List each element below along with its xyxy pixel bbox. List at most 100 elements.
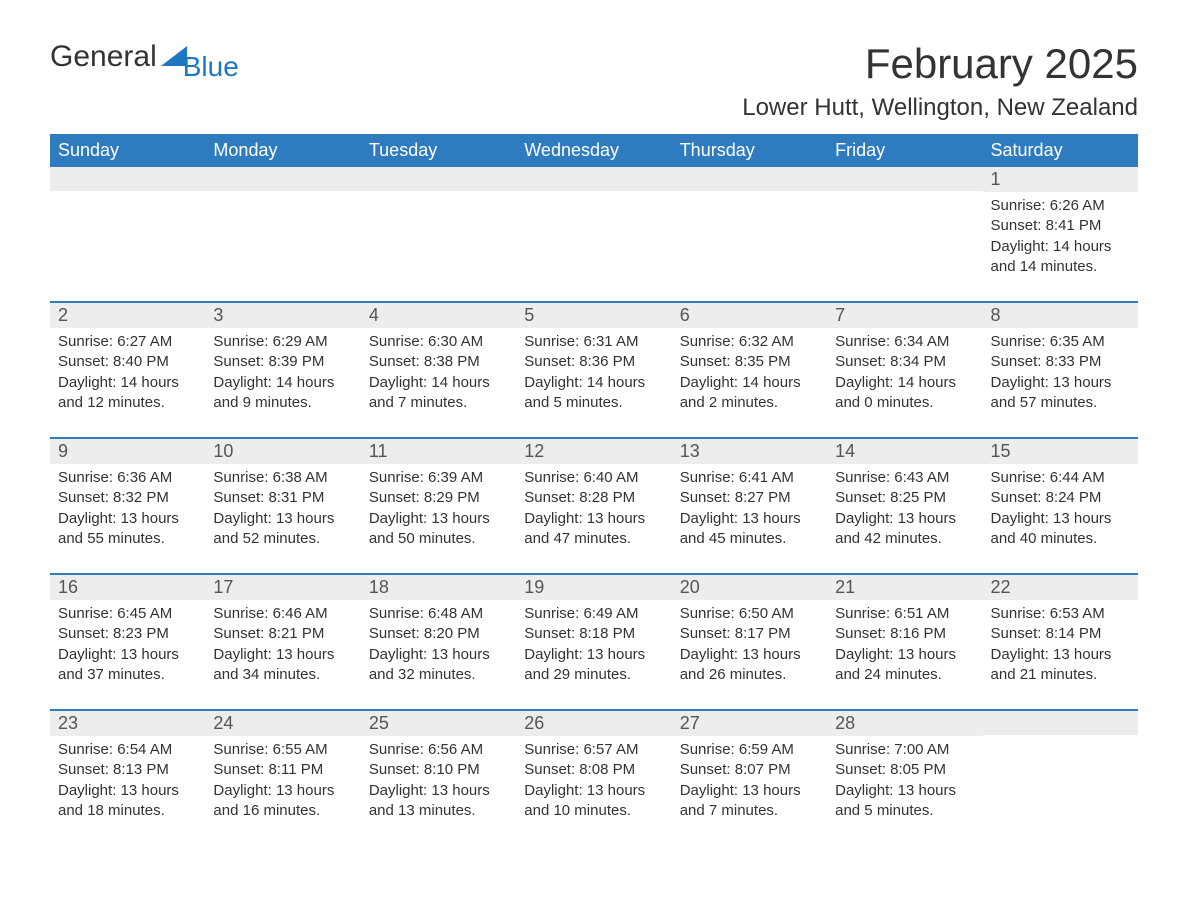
day-info: Sunrise: 6:59 AMSunset: 8:07 PMDaylight:… xyxy=(680,740,819,821)
daylight-text: Daylight: 14 hours and 0 minutes. xyxy=(835,373,974,414)
day-number: 16 xyxy=(50,575,205,600)
day-info: Sunrise: 7:00 AMSunset: 8:05 PMDaylight:… xyxy=(835,740,974,821)
day-info: Sunrise: 6:26 AMSunset: 8:41 PMDaylight:… xyxy=(991,196,1130,277)
sunset-text: Sunset: 8:20 PM xyxy=(369,624,508,644)
calendar-day-cell: 1Sunrise: 6:26 AMSunset: 8:41 PMDaylight… xyxy=(983,167,1138,302)
day-number: 11 xyxy=(361,439,516,464)
calendar-day-cell: 4 Sunrise: 6:30 AMSunset: 8:38 PMDaylight… xyxy=(361,302,516,438)
sunrise-text: Sunrise: 6:45 AM xyxy=(58,604,197,624)
calendar-day-cell xyxy=(361,167,516,302)
day-number: 27 xyxy=(672,711,827,736)
sunrise-text: Sunrise: 6:27 AM xyxy=(58,332,197,352)
day-info: Sunrise: 6:46 AMSunset: 8:21 PMDaylight:… xyxy=(213,604,352,685)
day-number: 4 xyxy=(361,303,516,328)
calendar-day-cell: 27 Sunrise: 6:59 AMSunset: 8:07 PMDayligh… xyxy=(672,710,827,845)
day-number: 15 xyxy=(983,439,1138,464)
sunrise-text: Sunrise: 6:54 AM xyxy=(58,740,197,760)
calendar-day-cell: 14Sunrise: 6:43 AMSunset: 8:25 PMDayligh… xyxy=(827,438,982,574)
day-info: Sunrise: 6:53 AMSunset: 8:14 PMDaylight:… xyxy=(991,604,1130,685)
sunset-text: Sunset: 8:13 PM xyxy=(58,760,197,780)
day-info: Sunrise: 6:54 AMSunset: 8:13 PMDaylight:… xyxy=(58,740,197,821)
calendar-day-cell: 13 Sunrise: 6:41 AMSunset: 8:27 PMDayligh… xyxy=(672,438,827,574)
calendar-day-cell xyxy=(672,167,827,302)
day-number: 7 xyxy=(827,303,982,328)
sunrise-text: Sunrise: 6:51 AM xyxy=(835,604,974,624)
daylight-text: Daylight: 13 hours and 52 minutes. xyxy=(213,509,352,550)
daylight-text: Daylight: 13 hours and 10 minutes. xyxy=(524,781,663,822)
day-info: Sunrise: 6:49 AMSunset: 8:18 PMDaylight:… xyxy=(524,604,663,685)
title-block: February 2025 Lower Hutt, Wellington, Ne… xyxy=(742,40,1138,122)
weekday-header: Friday xyxy=(827,134,982,167)
daylight-text: Daylight: 14 hours and 14 minutes. xyxy=(991,237,1130,278)
sunset-text: Sunset: 8:40 PM xyxy=(58,352,197,372)
weekday-header: Tuesday xyxy=(361,134,516,167)
calendar-day-cell: 17 Sunrise: 6:46 AMSunset: 8:21 PMDayligh… xyxy=(205,574,360,710)
daylight-text: Daylight: 13 hours and 13 minutes. xyxy=(369,781,508,822)
day-number: 12 xyxy=(516,439,671,464)
day-info: Sunrise: 6:57 AMSunset: 8:08 PMDaylight:… xyxy=(524,740,663,821)
sunrise-text: Sunrise: 6:57 AM xyxy=(524,740,663,760)
day-number: 8 xyxy=(983,303,1138,328)
sunrise-text: Sunrise: 6:38 AM xyxy=(213,468,352,488)
calendar-week-row: 16Sunrise: 6:45 AMSunset: 8:23 PMDayligh… xyxy=(50,574,1138,710)
day-info: Sunrise: 6:51 AMSunset: 8:16 PMDaylight:… xyxy=(835,604,974,685)
sunrise-text: Sunrise: 7:00 AM xyxy=(835,740,974,760)
sunset-text: Sunset: 8:05 PM xyxy=(835,760,974,780)
day-number xyxy=(361,167,516,191)
sunrise-text: Sunrise: 6:39 AM xyxy=(369,468,508,488)
day-number: 25 xyxy=(361,711,516,736)
sunrise-text: Sunrise: 6:29 AM xyxy=(213,332,352,352)
location: Lower Hutt, Wellington, New Zealand xyxy=(742,94,1138,122)
sunrise-text: Sunrise: 6:31 AM xyxy=(524,332,663,352)
day-info: Sunrise: 6:48 AMSunset: 8:20 PMDaylight:… xyxy=(369,604,508,685)
calendar-week-row: 9Sunrise: 6:36 AMSunset: 8:32 PMDaylight… xyxy=(50,438,1138,574)
day-number: 24 xyxy=(205,711,360,736)
daylight-text: Daylight: 13 hours and 18 minutes. xyxy=(58,781,197,822)
sunset-text: Sunset: 8:14 PM xyxy=(991,624,1130,644)
calendar-day-cell: 19Sunrise: 6:49 AMSunset: 8:18 PMDayligh… xyxy=(516,574,671,710)
calendar-day-cell: 5Sunrise: 6:31 AMSunset: 8:36 PMDaylight… xyxy=(516,302,671,438)
sunrise-text: Sunrise: 6:44 AM xyxy=(991,468,1130,488)
day-info: Sunrise: 6:30 AMSunset: 8:38 PMDaylight:… xyxy=(369,332,508,413)
daylight-text: Daylight: 14 hours and 9 minutes. xyxy=(213,373,352,414)
day-info: Sunrise: 6:36 AMSunset: 8:32 PMDaylight:… xyxy=(58,468,197,549)
sunrise-text: Sunrise: 6:40 AM xyxy=(524,468,663,488)
sunset-text: Sunset: 8:41 PM xyxy=(991,216,1130,236)
day-info: Sunrise: 6:40 AMSunset: 8:28 PMDaylight:… xyxy=(524,468,663,549)
sunrise-text: Sunrise: 6:56 AM xyxy=(369,740,508,760)
day-number: 20 xyxy=(672,575,827,600)
day-number: 14 xyxy=(827,439,982,464)
sunset-text: Sunset: 8:07 PM xyxy=(680,760,819,780)
daylight-text: Daylight: 13 hours and 55 minutes. xyxy=(58,509,197,550)
sunrise-text: Sunrise: 6:26 AM xyxy=(991,196,1130,216)
day-info: Sunrise: 6:38 AMSunset: 8:31 PMDaylight:… xyxy=(213,468,352,549)
day-number: 17 xyxy=(205,575,360,600)
calendar-day-cell: 20Sunrise: 6:50 AMSunset: 8:17 PMDayligh… xyxy=(672,574,827,710)
weekday-header: Thursday xyxy=(672,134,827,167)
weekday-header: Sunday xyxy=(50,134,205,167)
sunset-text: Sunset: 8:16 PM xyxy=(835,624,974,644)
sunset-text: Sunset: 8:17 PM xyxy=(680,624,819,644)
month-title: February 2025 xyxy=(742,40,1138,88)
calendar-day-cell: 9Sunrise: 6:36 AMSunset: 8:32 PMDaylight… xyxy=(50,438,205,574)
day-number: 5 xyxy=(516,303,671,328)
daylight-text: Daylight: 13 hours and 7 minutes. xyxy=(680,781,819,822)
day-info: Sunrise: 6:44 AMSunset: 8:24 PMDaylight:… xyxy=(991,468,1130,549)
day-number: 13 xyxy=(672,439,827,464)
daylight-text: Daylight: 13 hours and 45 minutes. xyxy=(680,509,819,550)
sunrise-text: Sunrise: 6:34 AM xyxy=(835,332,974,352)
header: General Blue February 2025 Lower Hutt, W… xyxy=(50,40,1138,122)
daylight-text: Daylight: 13 hours and 29 minutes. xyxy=(524,645,663,686)
day-info: Sunrise: 6:39 AMSunset: 8:29 PMDaylight:… xyxy=(369,468,508,549)
day-number xyxy=(672,167,827,191)
daylight-text: Daylight: 13 hours and 37 minutes. xyxy=(58,645,197,686)
day-info: Sunrise: 6:41 AMSunset: 8:27 PMDaylight:… xyxy=(680,468,819,549)
daylight-text: Daylight: 14 hours and 5 minutes. xyxy=(524,373,663,414)
calendar-day-cell xyxy=(516,167,671,302)
calendar-day-cell: 12 Sunrise: 6:40 AMSunset: 8:28 PMDayligh… xyxy=(516,438,671,574)
daylight-text: Daylight: 13 hours and 34 minutes. xyxy=(213,645,352,686)
day-info: Sunrise: 6:27 AMSunset: 8:40 PMDaylight:… xyxy=(58,332,197,413)
daylight-text: Daylight: 13 hours and 47 minutes. xyxy=(524,509,663,550)
sunrise-text: Sunrise: 6:43 AM xyxy=(835,468,974,488)
calendar-day-cell: 28Sunrise: 7:00 AMSunset: 8:05 PMDayligh… xyxy=(827,710,982,845)
